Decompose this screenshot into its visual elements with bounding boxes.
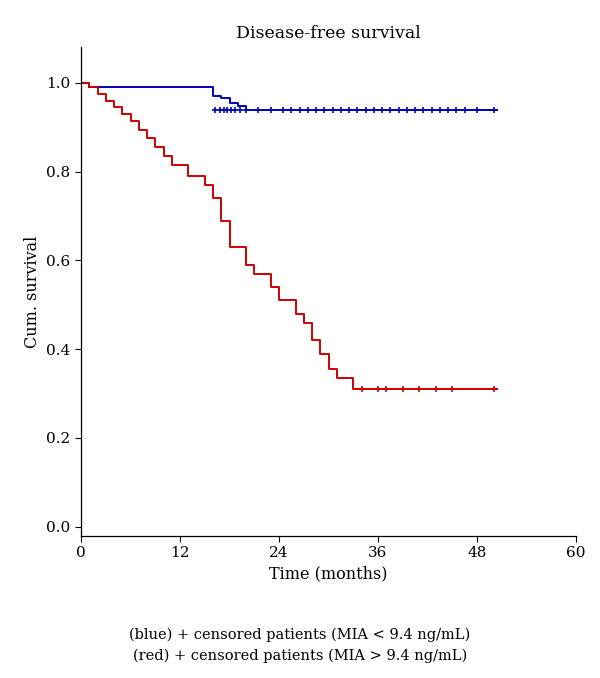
Text: (blue) + censored patients (MIA < 9.4 ng/mL)
(red) + censored patients (MIA > 9.: (blue) + censored patients (MIA < 9.4 ng…	[130, 627, 470, 663]
X-axis label: Time (months): Time (months)	[269, 565, 388, 582]
Title: Disease-free survival: Disease-free survival	[236, 24, 421, 42]
Y-axis label: Cum. survival: Cum. survival	[24, 235, 41, 348]
